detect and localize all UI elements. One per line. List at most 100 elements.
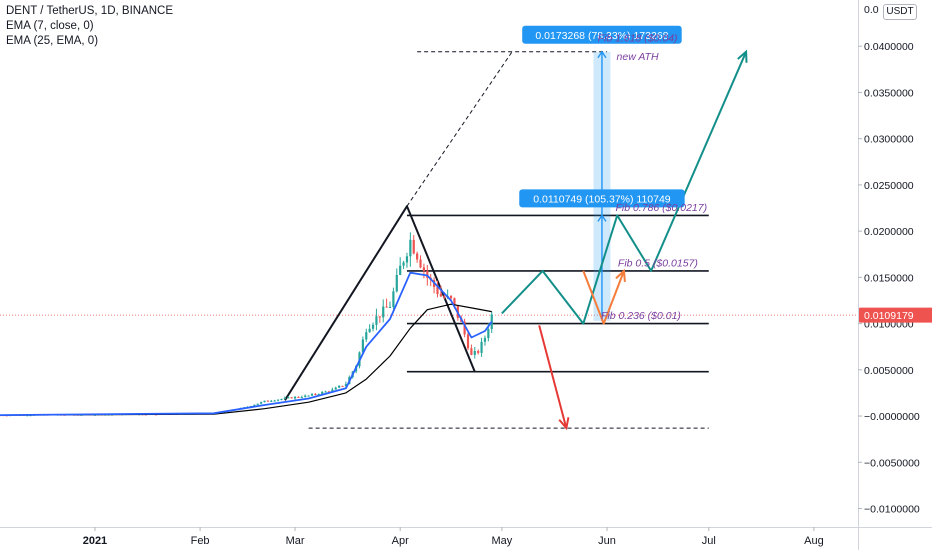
candle-body <box>402 262 405 266</box>
measure-label: 0.0110749 (105.37%) 110749 <box>533 193 671 205</box>
candle-body <box>409 239 412 257</box>
candle-body <box>439 293 442 297</box>
candle-body <box>270 400 273 402</box>
price-axis[interactable]: 0.0400000 0.0350000 0.0300000 0.0250000 0.02… <box>858 0 932 550</box>
x-tick-label: Feb <box>191 535 210 547</box>
candle-body <box>412 239 415 254</box>
candle-body <box>341 385 344 387</box>
candle-body <box>426 270 429 278</box>
candle-body <box>378 316 381 318</box>
bullish-projection-arrow-head <box>737 49 748 63</box>
candle-body <box>382 306 385 318</box>
candle-body <box>304 395 307 398</box>
candle-body <box>338 385 341 388</box>
candle-body <box>307 395 310 397</box>
candle-body <box>422 267 426 271</box>
candle-body <box>310 394 314 396</box>
candle-body <box>487 329 490 339</box>
series <box>0 232 493 417</box>
candle-body <box>399 265 402 275</box>
candle-body <box>443 296 446 298</box>
candle-body <box>300 397 303 399</box>
bearish-projection-arrow <box>538 325 568 429</box>
candle-body <box>253 404 256 407</box>
candle-body <box>293 396 297 399</box>
y-tick-label: 0.0200000 <box>864 226 914 238</box>
candle-body <box>266 400 270 402</box>
ema-7-line <box>0 271 493 416</box>
candle-body <box>280 398 283 400</box>
x-tick-label: Apr <box>392 535 409 547</box>
price-axis-bg <box>858 0 932 550</box>
candle-body <box>405 256 409 263</box>
legend-ema-25[interactable]: EMA (25, EMA, 0) <box>6 35 99 47</box>
y-tick-label: 0.0250000 <box>864 180 914 192</box>
y-tick-label: 0.0400000 <box>864 41 914 53</box>
candle-body <box>375 316 378 325</box>
measure-label-bg <box>522 25 682 44</box>
y-tick-label-partial: 0.0 <box>864 4 879 16</box>
y-tick-label: 0.0150000 <box>864 272 914 284</box>
candle-body <box>473 351 476 355</box>
candle-body <box>365 332 368 340</box>
y-tick-label: −0.0000000 <box>864 411 920 423</box>
candle-body <box>344 384 348 387</box>
fib-label: Fib 1.618 ($0.04) <box>598 33 678 45</box>
candle-body <box>388 307 392 309</box>
candle-body <box>283 397 286 399</box>
candle-body <box>419 259 422 268</box>
candle-body <box>361 339 364 353</box>
candle-body <box>276 399 280 401</box>
y-tick-label: 0.0050000 <box>864 365 914 377</box>
candle-body <box>368 328 371 333</box>
candle-body <box>463 321 466 335</box>
measure-arrow-head <box>597 214 607 222</box>
candle-body <box>321 392 324 395</box>
legend-ema-7[interactable]: EMA (7, close, 0) <box>6 20 94 32</box>
candle-body <box>324 391 327 393</box>
currency-button[interactable]: USDT <box>883 4 917 20</box>
candle-body <box>297 396 300 398</box>
candle-body <box>477 351 480 353</box>
candle-body <box>371 324 375 329</box>
x-tick-label: Mar <box>286 535 305 547</box>
candle-body <box>385 306 388 308</box>
current-price-tag <box>859 307 932 323</box>
candle-body <box>480 341 483 353</box>
time-axis[interactable]: 2021 Feb Mar Apr May Jun Jul Aug <box>0 527 932 547</box>
fib-label: Fib 0.786 ($0.0217) <box>615 202 707 214</box>
x-tick-label: May <box>492 535 513 547</box>
candle-body <box>466 334 470 349</box>
current-price-label: 0.0109179 <box>864 310 914 322</box>
alt-projection-arrow-head <box>615 268 626 282</box>
bullish-projection-arrow <box>501 51 748 325</box>
candle-body <box>449 295 453 299</box>
drawings <box>0 49 858 431</box>
candle-body <box>334 387 337 390</box>
candle-body <box>260 402 263 404</box>
y-tick-label: 0.0300000 <box>864 134 914 146</box>
measure-label-bg <box>519 189 685 208</box>
annotations: 0.0173268 (78.33%) 173268 0.0110749 (105.… <box>519 25 707 322</box>
bearish-projection-arrow-head <box>558 417 570 431</box>
ema-25-line <box>0 303 492 416</box>
candle-body <box>395 274 398 292</box>
fib-label: Fib 0.5 ($0.0157) <box>618 257 698 269</box>
y-tick-label: −0.0100000 <box>864 504 920 516</box>
fib-label: new ATH <box>617 51 659 63</box>
alt-projection-arrow <box>582 270 625 325</box>
legend: DENT / TetherUS, 1D, BINANCE EMA (7, clo… <box>6 4 173 49</box>
candle-body <box>317 394 320 396</box>
x-tick-label: Jul <box>702 535 716 547</box>
legend-symbol[interactable]: DENT / TetherUS, 1D, BINANCE <box>6 5 174 17</box>
x-tick-label: 2021 <box>83 535 107 547</box>
candle-body <box>290 397 293 399</box>
candle-body <box>287 397 290 399</box>
candle-body <box>263 400 266 403</box>
y-tick-label: 0.0350000 <box>864 87 914 99</box>
x-tick-label: Jun <box>598 535 616 547</box>
triangle-projection-line <box>406 51 513 207</box>
candle-body <box>392 291 395 308</box>
